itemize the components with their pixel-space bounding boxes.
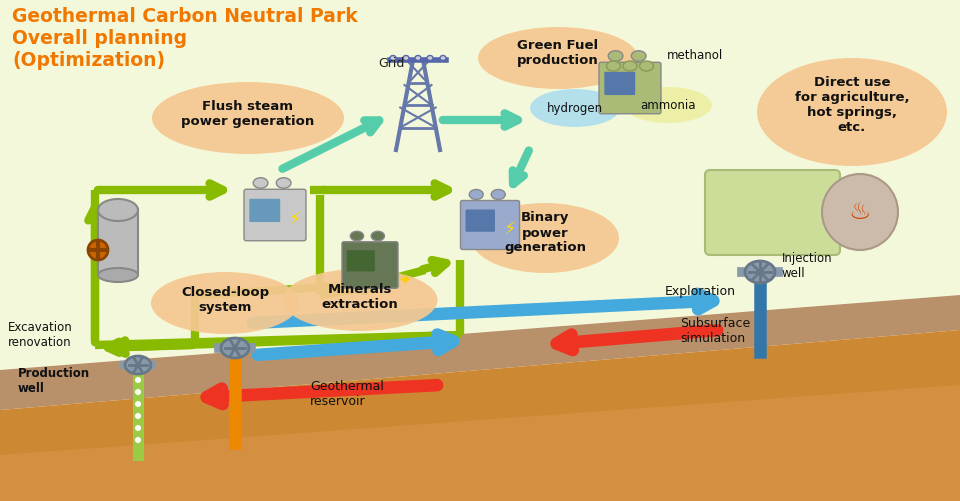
- Text: (Optimization): (Optimization): [12, 51, 165, 70]
- Text: Green Fuel
production: Green Fuel production: [517, 39, 599, 67]
- FancyBboxPatch shape: [705, 170, 840, 255]
- Text: Flush steam
power generation: Flush steam power generation: [181, 100, 315, 128]
- FancyBboxPatch shape: [461, 200, 519, 249]
- Circle shape: [135, 413, 141, 419]
- Circle shape: [88, 240, 108, 260]
- FancyBboxPatch shape: [599, 62, 661, 114]
- FancyBboxPatch shape: [347, 250, 374, 272]
- Ellipse shape: [282, 269, 438, 331]
- Ellipse shape: [415, 56, 421, 61]
- Polygon shape: [98, 210, 138, 275]
- FancyBboxPatch shape: [244, 189, 306, 240]
- Ellipse shape: [372, 231, 385, 241]
- Ellipse shape: [253, 178, 268, 188]
- Ellipse shape: [745, 261, 775, 283]
- Text: Excavation
renovation: Excavation renovation: [8, 321, 73, 349]
- Ellipse shape: [639, 61, 654, 71]
- Ellipse shape: [350, 231, 364, 241]
- Text: Subsurface
simulation: Subsurface simulation: [680, 317, 751, 345]
- Ellipse shape: [471, 203, 619, 273]
- Text: hydrogen: hydrogen: [547, 102, 603, 115]
- Polygon shape: [0, 385, 960, 501]
- Text: Geothermal
reservoir: Geothermal reservoir: [310, 380, 384, 408]
- Circle shape: [135, 401, 141, 407]
- Circle shape: [822, 174, 898, 250]
- Text: methanol: methanol: [667, 49, 723, 62]
- Polygon shape: [0, 0, 960, 370]
- FancyBboxPatch shape: [250, 199, 280, 222]
- Ellipse shape: [624, 87, 712, 123]
- FancyBboxPatch shape: [466, 209, 495, 232]
- Polygon shape: [0, 295, 960, 410]
- Circle shape: [135, 437, 141, 443]
- Text: ♨: ♨: [849, 200, 871, 224]
- Ellipse shape: [757, 58, 947, 166]
- Ellipse shape: [530, 89, 620, 127]
- Circle shape: [135, 425, 141, 431]
- Text: Exploration: Exploration: [665, 285, 736, 298]
- Ellipse shape: [623, 61, 637, 71]
- Ellipse shape: [403, 56, 409, 61]
- Ellipse shape: [390, 56, 396, 61]
- Text: Production
well: Production well: [18, 367, 90, 395]
- Text: ⚡: ⚡: [504, 221, 516, 239]
- Circle shape: [135, 377, 141, 383]
- Text: Direct use
for agriculture,
hot springs,
etc.: Direct use for agriculture, hot springs,…: [795, 76, 909, 134]
- Text: Minerals
extraction: Minerals extraction: [322, 283, 398, 311]
- Text: Overall planning: Overall planning: [12, 29, 187, 48]
- Ellipse shape: [440, 56, 446, 61]
- Text: Injection
well: Injection well: [782, 252, 832, 280]
- Text: ⚡: ⚡: [289, 211, 301, 229]
- Text: ✦: ✦: [398, 273, 412, 288]
- Ellipse shape: [98, 203, 138, 217]
- Text: Grid: Grid: [378, 57, 404, 70]
- Ellipse shape: [98, 268, 138, 282]
- FancyBboxPatch shape: [342, 241, 398, 288]
- Text: Binary
power
generation: Binary power generation: [504, 211, 586, 255]
- Ellipse shape: [469, 189, 483, 199]
- Ellipse shape: [607, 61, 620, 71]
- Ellipse shape: [609, 51, 623, 61]
- Ellipse shape: [98, 199, 138, 221]
- Ellipse shape: [427, 56, 433, 61]
- Ellipse shape: [221, 338, 249, 358]
- Ellipse shape: [276, 178, 291, 188]
- FancyBboxPatch shape: [605, 72, 636, 95]
- Ellipse shape: [152, 82, 344, 154]
- Ellipse shape: [125, 356, 151, 374]
- Polygon shape: [0, 330, 960, 501]
- Ellipse shape: [151, 272, 299, 334]
- Text: Closed-loop
system: Closed-loop system: [180, 286, 269, 314]
- Ellipse shape: [632, 51, 646, 61]
- Text: Geothermal Carbon Neutral Park: Geothermal Carbon Neutral Park: [12, 7, 358, 26]
- Circle shape: [135, 389, 141, 395]
- Ellipse shape: [478, 27, 638, 89]
- Ellipse shape: [492, 189, 505, 199]
- Text: ammonia: ammonia: [640, 99, 696, 112]
